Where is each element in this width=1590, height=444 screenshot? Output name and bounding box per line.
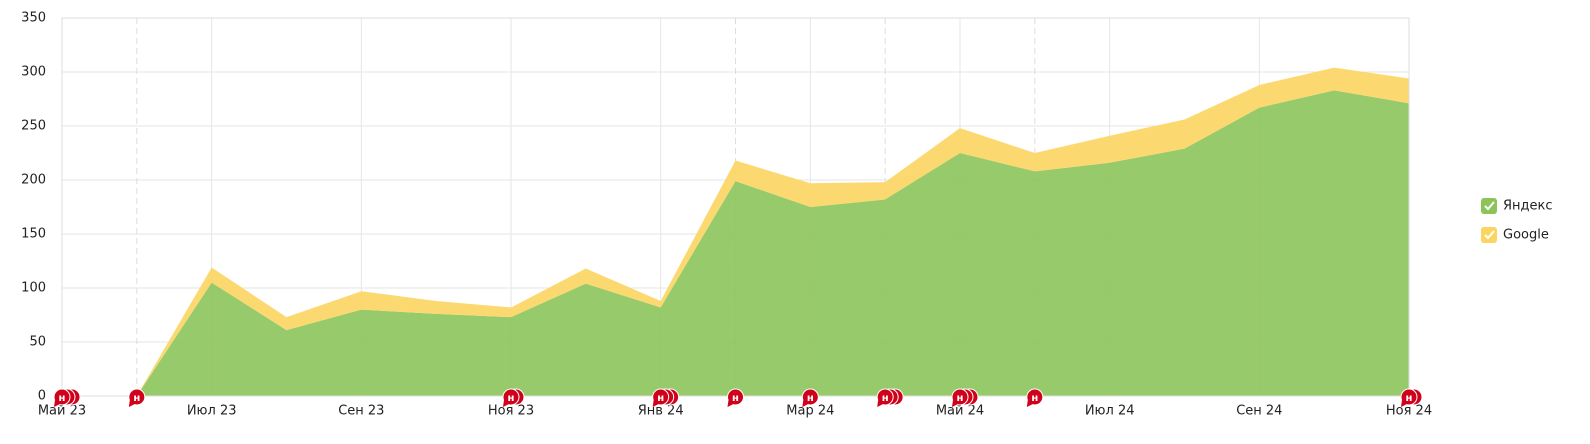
marker-circle: [801, 388, 819, 406]
marker-tail: [1026, 400, 1033, 407]
x-tick-label: Май 24: [936, 404, 984, 419]
annotation-marker: н: [951, 388, 979, 407]
marker-circle: [727, 388, 744, 406]
marker-tail: [952, 400, 958, 407]
legend-swatch[interactable]: [1481, 198, 1497, 214]
legend-swatch[interactable]: [1481, 227, 1497, 243]
marker-circle: [53, 388, 71, 406]
marker-label: н: [807, 393, 814, 404]
annotation-marker: н: [652, 388, 680, 407]
annotation-marker: н: [502, 388, 525, 407]
y-tick-label: 250: [21, 119, 46, 134]
x-tick-label: Мар 24: [786, 404, 834, 419]
marker-circle: [652, 388, 670, 406]
y-tick-label: 150: [21, 227, 46, 242]
x-tick-label: Июл 24: [1085, 404, 1135, 419]
marker-tail: [877, 400, 884, 407]
marker-label: н: [508, 393, 515, 404]
annotation-marker: н: [53, 388, 81, 407]
marker-circle: [502, 388, 520, 406]
y-tick-label: 200: [21, 173, 46, 188]
marker-label: н: [657, 393, 664, 404]
marker-tail: [503, 400, 509, 407]
marker-circle: [1026, 388, 1044, 406]
annotation-marker: н: [128, 388, 146, 407]
annotation-marker: н: [876, 388, 904, 407]
marker-tail: [54, 400, 60, 407]
y-tick-label: 100: [21, 281, 46, 296]
area: [62, 67, 1409, 397]
x-tick-label: Ноя 23: [488, 404, 534, 419]
y-tick-label: 300: [21, 65, 46, 80]
marker-label: н: [1031, 393, 1038, 404]
annotation-marker: н: [1026, 388, 1044, 407]
marker-circle: [951, 388, 969, 406]
marker-tail: [727, 400, 734, 407]
marker-label: н: [882, 393, 889, 404]
marker-label: н: [732, 393, 739, 404]
marker-tail: [128, 400, 135, 407]
marker-circle: [128, 388, 146, 406]
annotation-marker: н: [727, 388, 744, 407]
area: [62, 90, 1409, 397]
marker-tail: [652, 400, 659, 407]
marker-label: н: [59, 393, 66, 404]
marker-circle: [1400, 388, 1418, 406]
marker-tail: [1401, 400, 1407, 407]
legend-label: Google: [1503, 228, 1549, 243]
marker-label: н: [957, 393, 964, 404]
marker-tail: [802, 400, 809, 407]
annotation-marker: н: [801, 388, 819, 407]
x-tick-label: Май 23: [38, 404, 86, 419]
y-tick-label: 50: [29, 335, 46, 350]
marker-label: н: [1406, 393, 1413, 404]
x-tick-label: Июл 23: [187, 404, 237, 419]
marker-circle: [876, 388, 894, 406]
y-tick-label: 0: [38, 389, 46, 404]
marker-label: н: [133, 393, 140, 404]
x-tick-label: Сен 24: [1236, 404, 1282, 419]
x-tick-label: Ноя 24: [1386, 404, 1432, 419]
annotation-marker: н: [1400, 388, 1423, 407]
legend-label: Яндекс: [1503, 199, 1553, 214]
legend-check: [1484, 230, 1495, 240]
x-tick-label: Сен 23: [338, 404, 384, 419]
legend-check: [1484, 201, 1495, 211]
x-tick-label: Янв 24: [638, 404, 684, 419]
y-tick-label: 350: [21, 11, 46, 26]
